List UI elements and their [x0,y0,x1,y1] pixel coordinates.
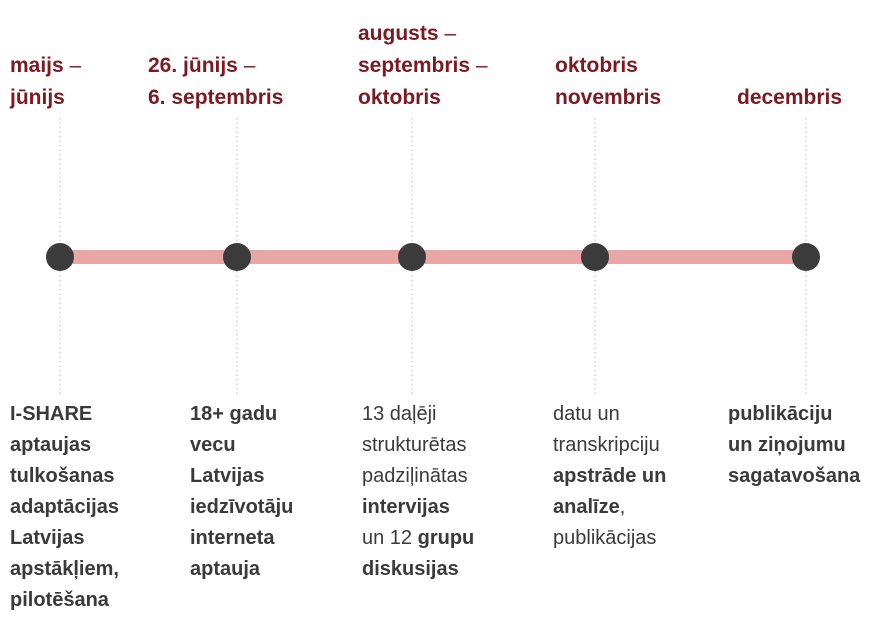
description-run: 13 daļēji [362,403,437,425]
description-run: apstākļiem, [10,558,119,580]
description-run: pilotēšana [10,589,110,611]
description-run: un ziņojumu [728,434,846,456]
description-run: un 12 [362,527,418,549]
stage-date: oktobris [358,86,441,109]
description-run: diskusijas [362,558,459,580]
date-run: 26. jūnijs [148,54,238,77]
stage-description: aptauja [190,558,261,580]
description-run: transkripciju [553,434,660,456]
date-run: – [64,54,82,77]
stage-description: Latvijas [190,465,264,487]
date-run: 6. septembris [148,86,283,109]
stage: oktobris novembris datu un transkripciju aps… [553,54,666,549]
date-run: oktobris [555,54,638,77]
description-run: padziļinātas [362,465,468,487]
description-run: adaptācijas [10,496,119,518]
date-run: – [470,54,488,77]
stage-dot [223,243,251,271]
description-run: I-SHARE [10,403,92,425]
stage-description: aptaujas [10,434,91,456]
stage-date: jūnijs [9,86,65,109]
stage-description: strukturētas [362,434,466,456]
stage-description: apstākļiem, [10,558,119,580]
description-run: interneta [190,527,275,549]
description-run: strukturētas [362,434,466,456]
stage-description: intervijas [362,496,450,518]
stage-description: datu un [553,403,620,425]
dots [46,243,820,271]
description-run: intervijas [362,496,450,518]
date-run: – [439,22,457,45]
stage: maijs – jūnijs I-SHARE aptaujas tulkošanas ad… [9,54,119,611]
date-run: maijs [10,54,64,77]
stage-date: novembris [555,86,661,109]
stage-description: un ziņojumu [728,434,846,456]
date-run: oktobris [358,86,441,109]
stage-dot [398,243,426,271]
stage-description: transkripciju [553,434,660,456]
description-run: aptauja [190,558,261,580]
date-run: decembris [737,86,842,109]
stage-date: 26. jūnijs – [148,54,256,77]
stage-description: analīze, [553,496,625,518]
stage-description: adaptācijas [10,496,119,518]
description-run: grupu [418,527,475,549]
stage-dot [792,243,820,271]
stage-date: decembris [737,86,842,109]
stage-date: septembris – [358,54,488,77]
date-run: – [238,54,256,77]
stage-description: 13 daļēji [362,403,437,425]
description-run: Latvijas [10,527,84,549]
description-run: vecu [190,434,236,456]
stage-description: vecu [190,434,236,456]
description-run: sagatavošana [728,465,861,487]
description-run: analīze [553,496,620,518]
stage-dot [46,243,74,271]
stage-description: interneta [190,527,275,549]
stage-description: apstrāde un [553,465,666,487]
stage-date: 6. septembris [148,86,283,109]
description-run: tulkošanas [10,465,114,487]
date-run: septembris [358,54,470,77]
description-run: publikāciju [728,403,832,425]
stage-description: un 12 grupu [362,527,474,549]
stage-description: padziļinātas [362,465,468,487]
stage-dot [581,243,609,271]
stage-description: diskusijas [362,558,459,580]
guide-lines [59,118,807,396]
stage-description: I-SHARE [10,403,92,425]
stage-description: 18+ gadu [190,403,277,425]
date-run: jūnijs [9,86,65,109]
stage-description: iedzīvotāju [190,496,293,518]
description-run: 18+ gadu [190,403,277,425]
stage-description: publikāciju [728,403,832,425]
date-run: novembris [555,86,661,109]
stage-description: sagatavošana [728,465,861,487]
description-run: aptaujas [10,434,91,456]
description-run: datu un [553,403,620,425]
stage-date: augusts – [358,22,456,45]
stage-date: oktobris [555,54,638,77]
description-run: iedzīvotāju [190,496,293,518]
stage-description: tulkošanas [10,465,114,487]
stage: 26. jūnijs – 6. septembris 18+ gadu vecu Lat… [148,54,293,580]
stage-description: Latvijas [10,527,84,549]
stage: decembris publikāciju un ziņojumu sagatavoš… [728,86,861,487]
stage-description: publikācijas [553,527,656,549]
description-run: Latvijas [190,465,264,487]
description-run: publikācijas [553,527,656,549]
stage-date: maijs – [10,54,82,77]
date-run: augusts [358,22,439,45]
stage-description: pilotēšana [10,589,110,611]
description-run: , [620,496,626,518]
description-run: apstrāde un [553,465,666,487]
